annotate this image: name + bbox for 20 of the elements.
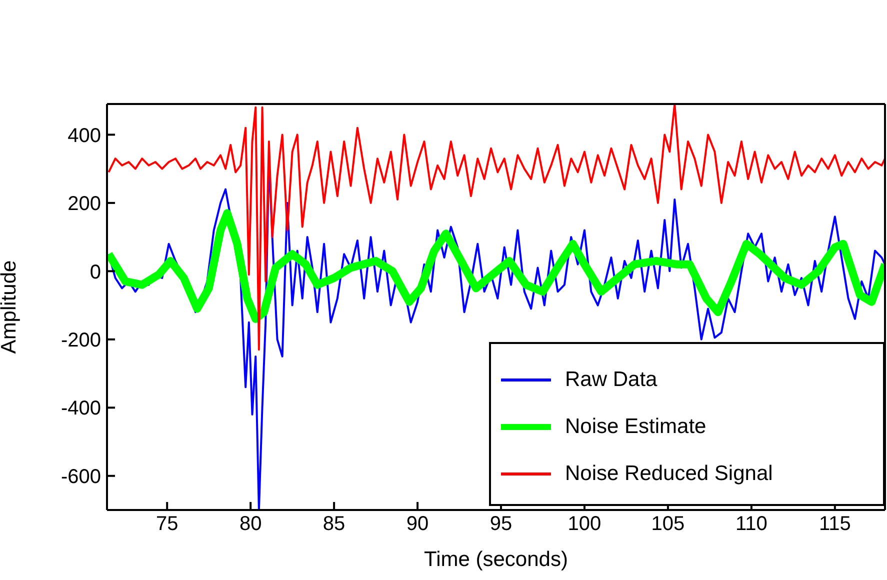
x-tick-label: 110 bbox=[735, 513, 768, 536]
x-tick-label: 95 bbox=[490, 513, 512, 536]
y-tick-label: -400 bbox=[60, 398, 101, 420]
x-tick-label: 115 bbox=[818, 513, 851, 536]
x-tick-label: 105 bbox=[651, 513, 685, 536]
legend-label: Noise Estimate bbox=[565, 414, 706, 438]
x-tick-label: 90 bbox=[406, 513, 429, 536]
legend-label: Raw Data bbox=[565, 368, 658, 392]
x-axis-title: Time (seconds) bbox=[424, 548, 568, 571]
x-tick-label: 85 bbox=[322, 513, 346, 536]
y-tick-label: -200 bbox=[60, 330, 101, 352]
x-tick-label: 75 bbox=[156, 513, 178, 536]
y-axis-title: Amplitude bbox=[0, 260, 20, 354]
y-tick-label: -600 bbox=[60, 466, 101, 488]
y-tick-label: 400 bbox=[68, 124, 101, 147]
y-tick-label: 0 bbox=[90, 261, 101, 284]
x-tick-label: 100 bbox=[568, 513, 602, 536]
y-tick-label: 200 bbox=[68, 193, 101, 216]
x-tick-label: 80 bbox=[239, 513, 262, 536]
legend-label: Noise Reduced Signal bbox=[565, 462, 773, 486]
